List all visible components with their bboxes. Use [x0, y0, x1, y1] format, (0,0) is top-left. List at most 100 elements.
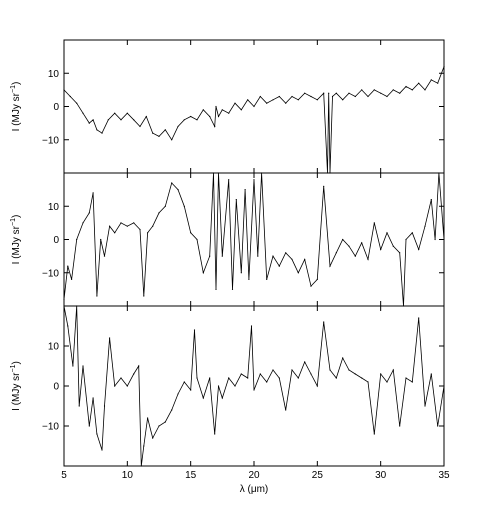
data-point: [240, 109, 242, 111]
data-point: [152, 132, 154, 134]
data-point: [278, 95, 280, 98]
data-point: [250, 325, 253, 327]
data-point: [231, 288, 234, 290]
y-tick-label: 10: [48, 342, 60, 353]
data-point: [183, 205, 185, 207]
data-point: [392, 245, 394, 247]
data-point: [437, 425, 439, 427]
panel-bottom-x-tick-labels: 5 10 15 20 25 30 35: [61, 470, 450, 481]
data-point: [354, 373, 356, 375]
data-point: [235, 199, 237, 201]
data-point: [196, 238, 198, 241]
y-tick-label: −10: [42, 422, 59, 433]
data-point: [190, 389, 192, 391]
data-point: [100, 238, 102, 241]
data-point: [291, 95, 293, 98]
data-point: [72, 365, 74, 367]
x-tick-label: 30: [375, 470, 387, 481]
data-point: [88, 425, 90, 427]
panel-top-y-ticks: −10 0 10: [42, 69, 444, 146]
data-point: [257, 255, 259, 257]
data-point: [133, 222, 135, 224]
data-point: [304, 92, 306, 94]
data-point: [143, 295, 145, 297]
panel-middle-frame: [63, 172, 445, 307]
data-point: [215, 288, 217, 290]
data-point: [171, 139, 173, 141]
data-point: [164, 205, 166, 207]
data-point: [411, 89, 413, 91]
data-point: [88, 122, 90, 124]
data-point: [272, 255, 274, 257]
panel-bottom: −10 0 10 I (MJy sr−1) 5 10 15 20 25 30 35 λ (μm): [10, 305, 450, 495]
data-point: [418, 82, 420, 84]
data-point: [240, 373, 242, 375]
panel-bottom-x-ticks: [63, 306, 445, 466]
data-point: [152, 437, 154, 439]
data-point: [248, 278, 250, 280]
data-point: [297, 272, 299, 274]
data-point: [430, 79, 432, 81]
data-point: [138, 365, 140, 367]
data-point: [430, 199, 432, 201]
x-axis-label: λ (μm): [240, 484, 269, 495]
data-point: [285, 409, 287, 411]
data-point: [329, 369, 331, 371]
panel-middle-spectrum-line: [63, 172, 445, 307]
data-point: [214, 433, 216, 435]
data-point: [126, 385, 128, 387]
data-point: [443, 238, 445, 241]
data-point: [140, 465, 142, 467]
data-point: [82, 222, 84, 224]
data-point: [234, 385, 236, 387]
data-point: [92, 119, 94, 121]
data-point: [164, 421, 166, 423]
data-point: [373, 433, 375, 435]
data-point: [399, 92, 401, 94]
data-point: [405, 85, 407, 88]
data-point: [217, 115, 220, 118]
data-point: [103, 255, 106, 257]
data-point: [92, 397, 94, 399]
data-point: [328, 92, 330, 94]
y-tick-label: 0: [53, 102, 59, 113]
data-point: [103, 405, 106, 407]
y-tick-label: 0: [53, 235, 59, 246]
data-point: [190, 115, 192, 118]
data-point: [253, 179, 255, 181]
data-point: [278, 265, 280, 267]
data-point: [405, 238, 407, 241]
data-point: [145, 115, 147, 118]
data-point: [259, 95, 261, 98]
data-point: [424, 405, 426, 407]
data-point: [411, 381, 413, 383]
data-point: [297, 377, 299, 379]
data-point: [316, 385, 318, 387]
data-point: [120, 377, 122, 379]
data-point: [143, 445, 145, 447]
x-tick-label: 15: [185, 470, 197, 481]
data-point: [209, 255, 211, 257]
data-point: [361, 377, 363, 379]
data-point: [392, 369, 394, 371]
data-point: [114, 385, 116, 387]
data-point: [335, 92, 337, 94]
data-point: [76, 238, 78, 241]
data-point: [310, 95, 312, 98]
data-point: [107, 119, 109, 121]
data-point: [214, 125, 216, 128]
panel-middle: −10 0 10 I (MJy sr−1): [10, 172, 445, 307]
data-point: [361, 242, 363, 244]
data-point: [424, 225, 426, 227]
data-point: [158, 135, 160, 137]
data-point: [430, 373, 432, 375]
data-point: [354, 255, 356, 257]
panel-bottom-y-ticks: −10 0 10: [42, 342, 444, 433]
data-point: [310, 285, 312, 287]
data-point: [297, 99, 299, 101]
panel-bottom-data-points: [63, 305, 445, 467]
data-point: [405, 377, 407, 379]
data-point: [152, 225, 154, 227]
data-point: [443, 385, 445, 387]
data-point: [71, 278, 73, 280]
